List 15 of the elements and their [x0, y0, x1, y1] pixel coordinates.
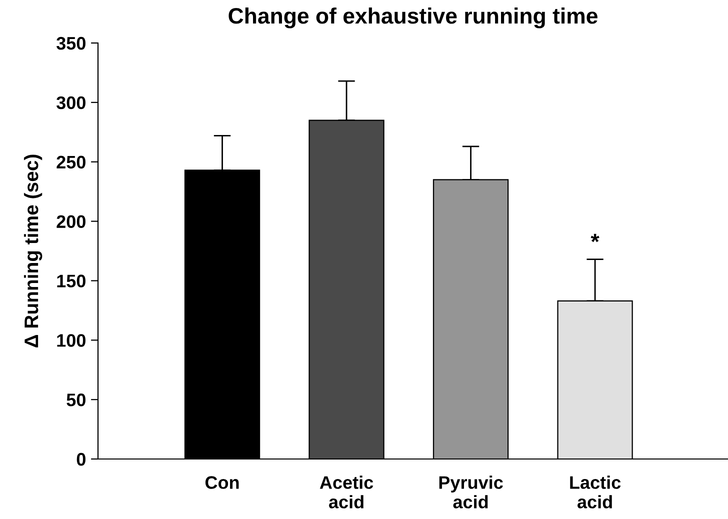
y-tick-label: 150: [57, 274, 86, 288]
x-tick-label: Con: [205, 476, 239, 489]
y-tick-label: 0: [76, 452, 86, 466]
y-tick-label: 100: [57, 334, 86, 347]
y-tick-label: 200: [56, 215, 86, 228]
y-tick-label: 50: [66, 394, 86, 406]
y-tick-label: 300: [56, 96, 86, 110]
annotation: *: [590, 234, 600, 242]
y-tick-label: 250: [56, 156, 86, 169]
x-tick-label: Pyruvic acid: [439, 476, 503, 508]
y-tick-label: 350: [56, 36, 86, 50]
y-axis-title: Δ Running time (sec): [24, 154, 42, 348]
chart-title: Change of exhaustive running time: [228, 7, 598, 28]
x-tick-label: Lactic acid: [570, 476, 621, 508]
x-tick-label: Acetic acid: [320, 476, 374, 508]
